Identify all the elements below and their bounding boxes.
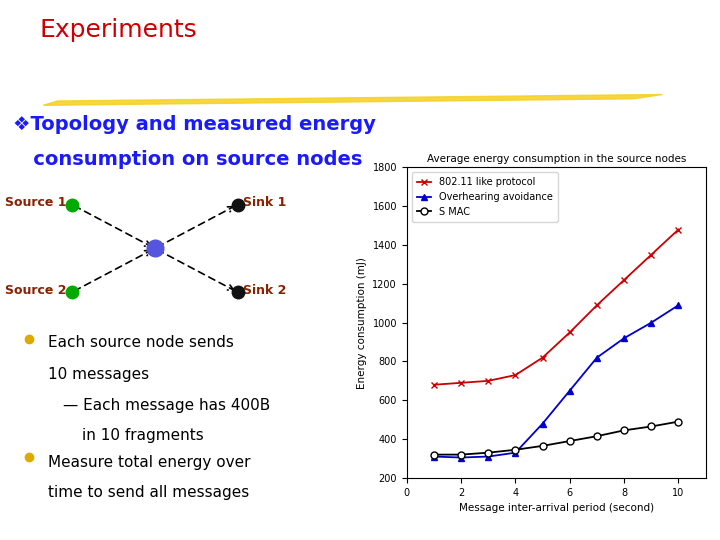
Overhearing avoidance xyxy=(620,335,629,341)
802.11 like protocol xyxy=(674,226,683,233)
Title: Average energy consumption in the source nodes: Average energy consumption in the source… xyxy=(426,154,686,164)
Text: Each source node sends: Each source node sends xyxy=(48,335,234,350)
802.11 like protocol xyxy=(484,377,492,384)
802.11 like protocol xyxy=(593,302,601,308)
S MAC xyxy=(511,447,520,453)
X-axis label: Message inter-arrival period (second): Message inter-arrival period (second) xyxy=(459,503,654,513)
Text: consumption on source nodes: consumption on source nodes xyxy=(13,150,362,168)
802.11 like protocol xyxy=(620,276,629,283)
Overhearing avoidance xyxy=(539,420,547,427)
802.11 like protocol xyxy=(647,252,656,258)
Text: — Each message has 400B: — Each message has 400B xyxy=(63,399,270,413)
Line: 802.11 like protocol: 802.11 like protocol xyxy=(431,226,682,388)
Overhearing avoidance xyxy=(565,387,574,394)
Overhearing avoidance xyxy=(456,454,465,461)
Overhearing avoidance xyxy=(511,449,520,456)
Overhearing avoidance xyxy=(484,453,492,460)
Legend: 802.11 like protocol, Overhearing avoidance, S MAC: 802.11 like protocol, Overhearing avoida… xyxy=(412,172,557,222)
Text: ❖Topology and measured energy: ❖Topology and measured energy xyxy=(13,115,376,134)
Overhearing avoidance xyxy=(593,354,601,361)
Text: Source 2: Source 2 xyxy=(5,284,67,297)
Overhearing avoidance xyxy=(430,453,438,460)
Text: Measure total energy over: Measure total energy over xyxy=(48,455,251,470)
S MAC xyxy=(593,433,601,440)
Text: time to send all messages: time to send all messages xyxy=(48,485,249,500)
802.11 like protocol xyxy=(539,354,547,361)
Line: S MAC: S MAC xyxy=(431,418,682,458)
Y-axis label: Energy consumption (mJ): Energy consumption (mJ) xyxy=(357,256,367,389)
Text: in 10 fragments: in 10 fragments xyxy=(82,428,204,443)
802.11 like protocol xyxy=(430,381,438,388)
S MAC xyxy=(674,418,683,425)
Text: 10 messages: 10 messages xyxy=(48,367,149,382)
Text: Experiments: Experiments xyxy=(40,17,197,42)
Polygon shape xyxy=(43,94,662,105)
Text: Source 1: Source 1 xyxy=(5,196,67,210)
S MAC xyxy=(430,451,438,458)
S MAC xyxy=(620,427,629,434)
Text: Sink 1: Sink 1 xyxy=(243,196,287,210)
Line: Overhearing avoidance: Overhearing avoidance xyxy=(431,302,682,461)
S MAC xyxy=(456,451,465,458)
S MAC xyxy=(565,438,574,444)
802.11 like protocol xyxy=(565,329,574,335)
Overhearing avoidance xyxy=(647,320,656,326)
S MAC xyxy=(647,423,656,430)
Overhearing avoidance xyxy=(674,302,683,308)
S MAC xyxy=(539,443,547,449)
802.11 like protocol xyxy=(456,380,465,386)
802.11 like protocol xyxy=(511,372,520,379)
S MAC xyxy=(484,449,492,456)
Text: Sink 2: Sink 2 xyxy=(243,284,287,297)
